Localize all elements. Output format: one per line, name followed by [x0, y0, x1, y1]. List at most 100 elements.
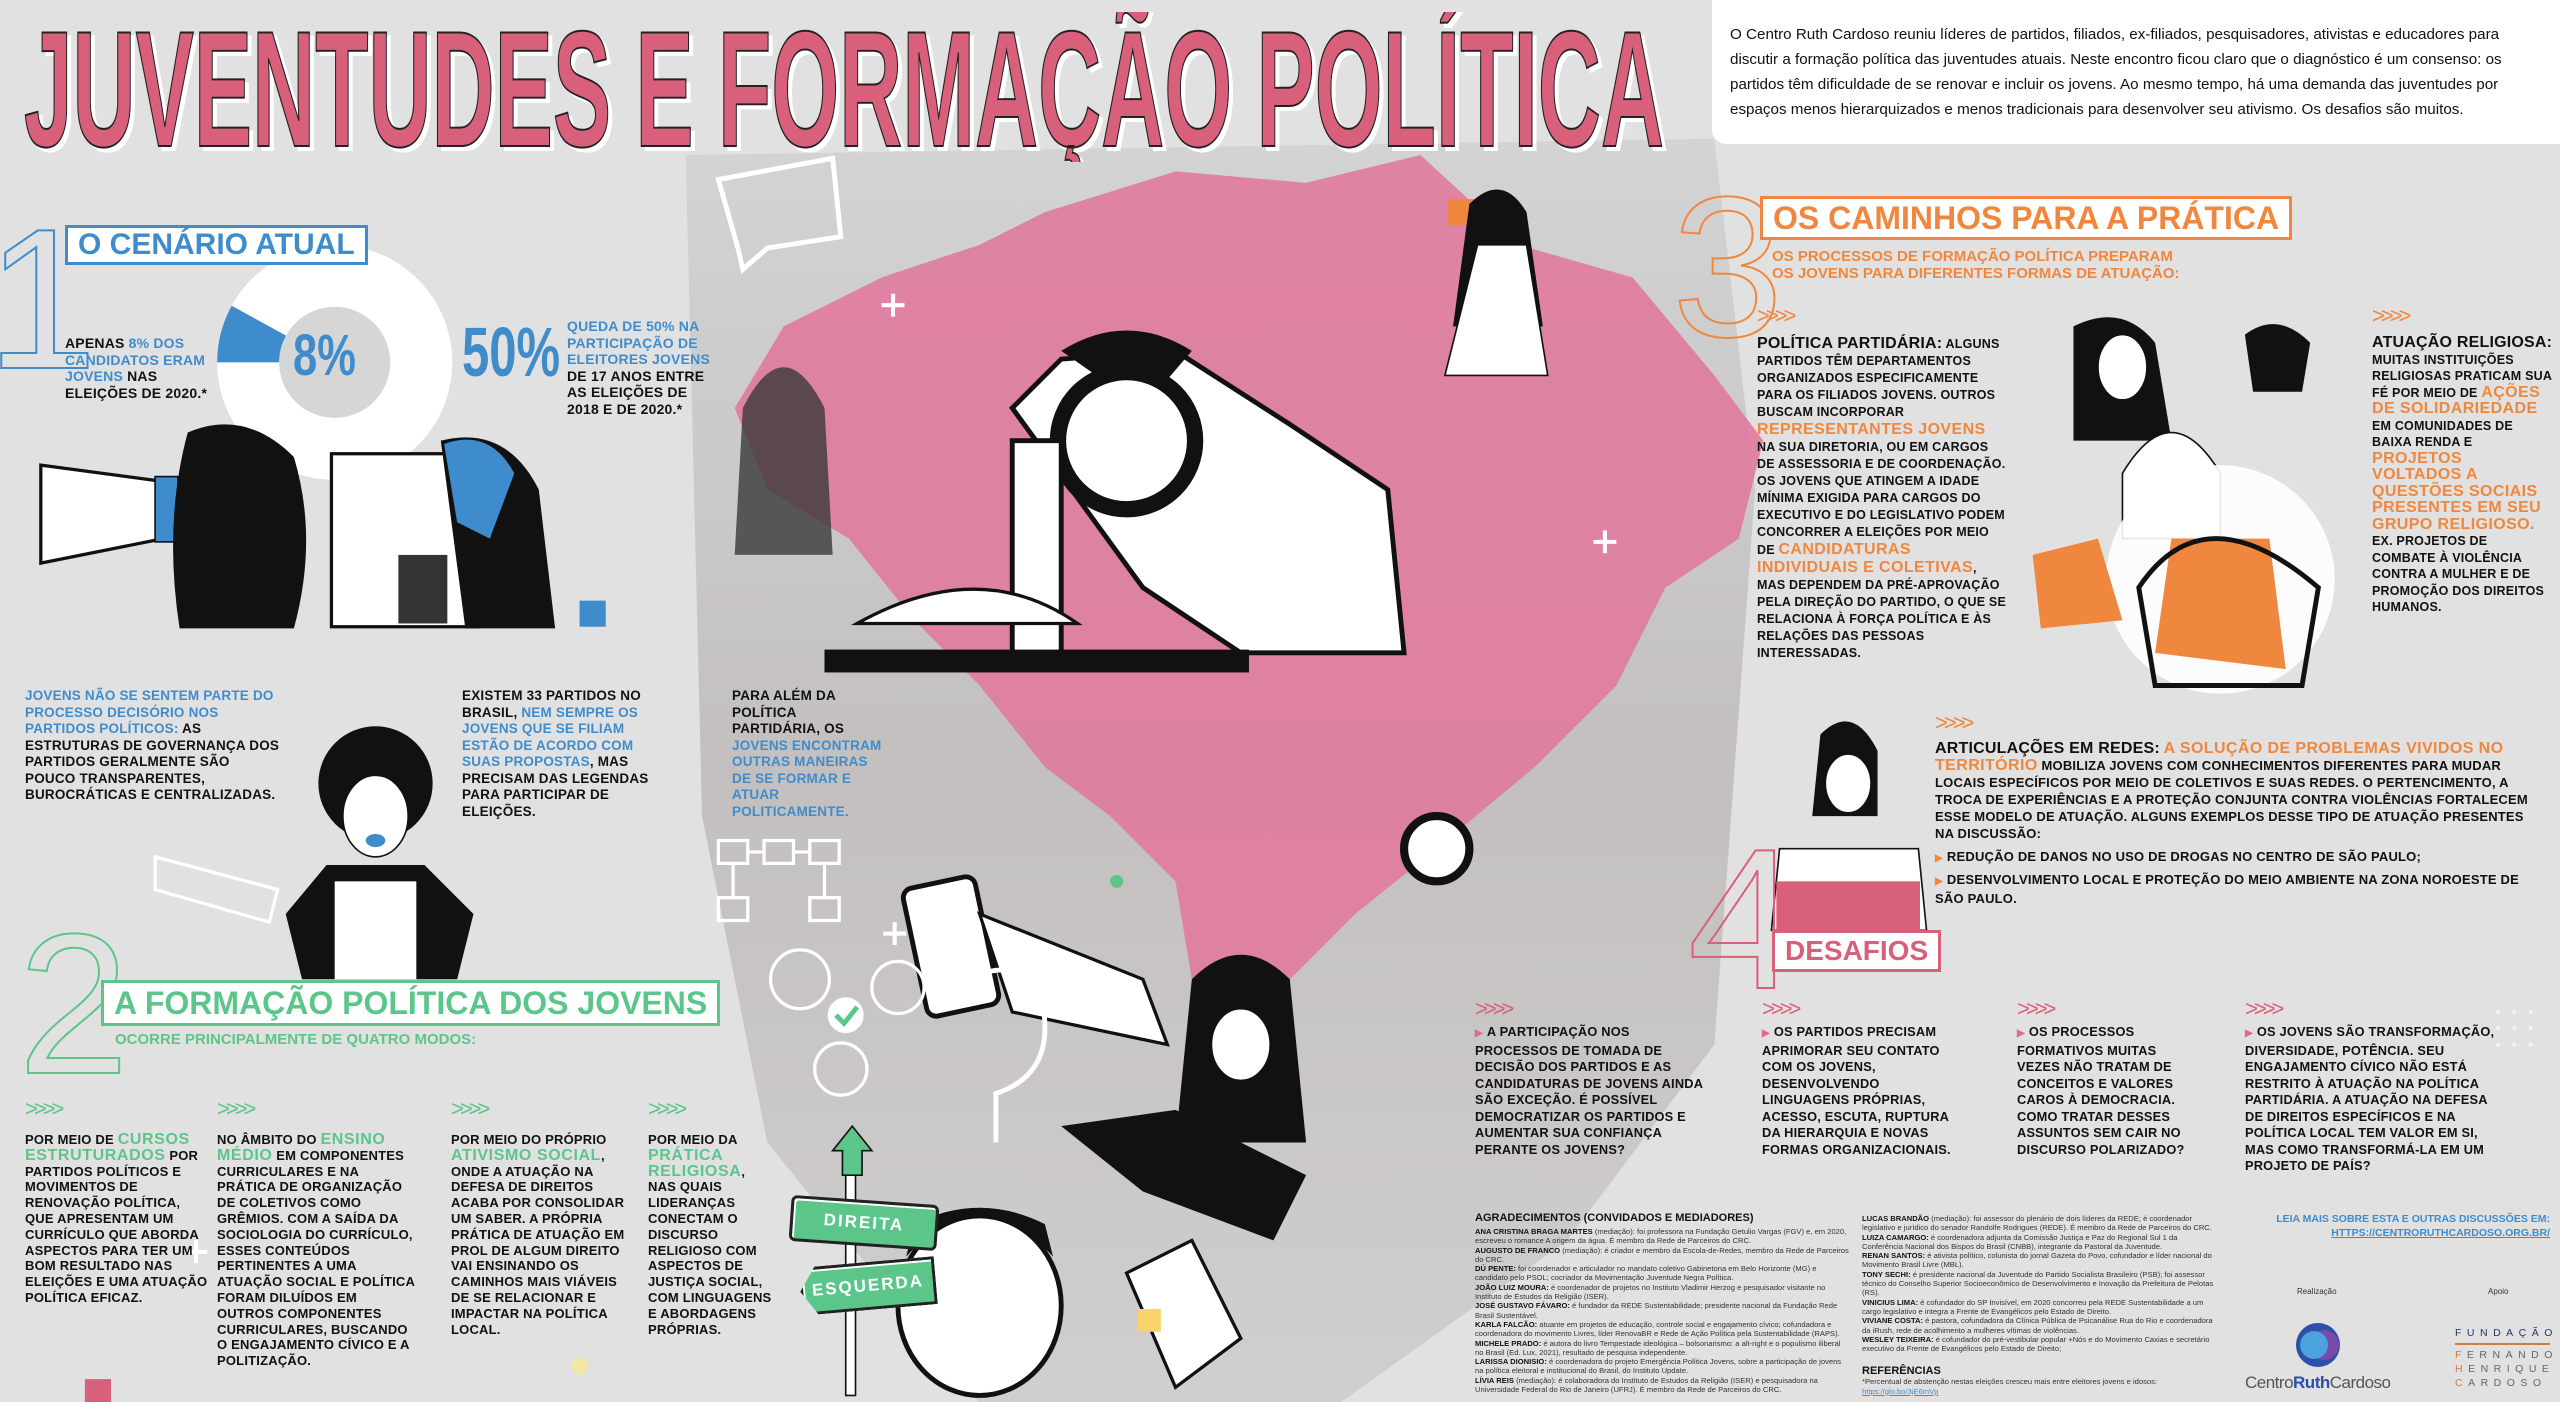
person-description: é pastora, cofundadora da Clínica Públic…: [1862, 1316, 2213, 1335]
page-title: JUVENTUDES E FORMAÇÃO POLÍTICA: [23, 12, 1665, 162]
blue-square-decoration: [579, 600, 606, 627]
highlighted-text: REPRESENTANTES JOVENS: [1757, 421, 1986, 438]
challenge-text: OS PROCESSOS FORMATIVOS MUITAS VEZES NÃO…: [2017, 1024, 2192, 1158]
path-text: ATUAÇÃO RELIGIOSA: MUITAS INSTITUIÇÕES R…: [2372, 334, 2554, 616]
chevrons-icon: >>>>: [1762, 996, 1801, 1021]
person-description: foi coordenador e articulador no mandato…: [1475, 1264, 1817, 1283]
stat-50-percent-big: 50%: [462, 313, 561, 391]
read-more-link[interactable]: HTTPS://CENTRORUTHCARDOSO.ORG.BR/: [2331, 1227, 2550, 1239]
path-networks: >>>> ARTICULAÇÕES EM REDES: A SOLUÇÃO DE…: [1935, 712, 2545, 907]
person-description: é coordenadora adjunta da Comissão Justi…: [1862, 1232, 2178, 1251]
read-more: LEIA MAIS SOBRE ESTA E OUTRAS DISCUSSÕES…: [2276, 1212, 2550, 1240]
dancers-illustration: [1061, 811, 1474, 1390]
apoio-label: Apoio: [2488, 1287, 2509, 1296]
challenge-text: A PARTICIPAÇÃO NOS PROCESSOS DE TOMADA D…: [1475, 1024, 1715, 1158]
mode-religious: >>>> POR MEIO DA PRÁTICA RELIGIOSA, NAS …: [648, 1098, 776, 1337]
text-segment: PARA ALÉM DA POLÍTICA PARTIDÁRIA, OS: [732, 688, 845, 736]
text-segment: MUITAS INSTITUIÇÕES RELIGIOSAS PRATICAM …: [2372, 352, 2552, 400]
section-4-heading: DESAFIOS: [1772, 930, 1942, 972]
megaphone-illustration: [39, 424, 307, 629]
person-name: MICHELE PRADO:: [1475, 1338, 1542, 1348]
acknowledgment-entry: LUIZA CAMARGO: é coordenadora adjunta da…: [1862, 1233, 2217, 1252]
highlighted-text: AÇÕES DE SOLIDARIEDADE: [2372, 383, 2541, 417]
fhc-logo-line: FERNANDO: [2455, 1349, 2558, 1361]
donut-hole: [279, 306, 391, 418]
lead-text: ARTICULAÇÕES EM REDES:: [1935, 740, 2160, 757]
person-name: ANA CRISTINA BRAGA MARTES: [1475, 1227, 1593, 1236]
person-description: é cofundador do pré-vestibular popular +…: [1862, 1334, 2210, 1354]
mode-courses: >>>> POR MEIO DE CURSOS ESTRUTURADOS POR…: [25, 1098, 210, 1306]
text-segment: POR MEIO DA: [648, 1132, 738, 1147]
text-segment: , MAS PRECISAM DAS LEGENDAS PARA PARTICI…: [462, 754, 649, 819]
text-segment: NA SUA DIRETORIA, OU EM CARGOS DE ASSESS…: [1757, 440, 2006, 557]
chat-bubbles-decoration: [768, 948, 1048, 1143]
standing-woman-illustration: [1443, 189, 1549, 377]
pink-square-decoration: [84, 1379, 112, 1402]
chevrons-icon: >>>>: [1935, 710, 1974, 735]
stat-young-voters: QUEDA DE 50% NA PARTICIPAÇÃO DE ELEITORE…: [567, 318, 717, 417]
person-name: JOSÉ GUSTAVO FÁVARO:: [1475, 1301, 1570, 1311]
lead-text: ATUAÇÃO RELIGIOSA:: [2372, 334, 2553, 351]
person-description: (mediação): foi assessor do plenário de …: [1862, 1214, 2212, 1233]
note-decision-process: JOVENS NÃO SE SENTEM PARTE DO PROCESSO D…: [25, 688, 280, 804]
text-segment: NAS ELEIÇÕES DE 2020.*: [65, 368, 208, 401]
section-3-subheading: OS PROCESSOS DE FORMAÇÃO POLÍTICA PREPAR…: [1772, 248, 2180, 282]
person-description: é coordenadora do projeto Emergência Pol…: [1475, 1357, 1842, 1376]
phone-hand-illustration: [900, 874, 1170, 1047]
text-segment: , MAS DEPENDEM DA PRÉ-APROVAÇÃO PELA DIR…: [1757, 561, 2006, 660]
person-description: é cofundador do SP Invisível, em 2020 co…: [1862, 1297, 2204, 1316]
highlighted-text: JOVENS NÃO SE SENTEM PARTE DO PROCESSO D…: [25, 688, 274, 736]
text-segment: APENAS: [65, 335, 129, 351]
fhc-logo-line: FUNDAÇÃO: [2455, 1326, 2552, 1345]
centro-ruth-cardoso-logo: CentroRuthCardoso: [2245, 1322, 2391, 1393]
highlighted-text: A SOLUÇÃO DE PROBLEMAS VIVIDOS NO TERRIT…: [1935, 740, 2504, 774]
network-example: DESENVOLVIMENTO LOCAL E PROTEÇÃO DO MEIO…: [1935, 871, 2545, 907]
realizacao-label: Realização: [2297, 1287, 2337, 1296]
stat-young-candidates: APENAS 8% DOS CANDIDATOS ERAM JOVENS NAS…: [65, 335, 215, 401]
challenge-item: >>>> OS PARTIDOS PRECISAM APRIMORAR SEU …: [1762, 998, 1952, 1158]
acknowledgment-entry: TONY SECHI: é presidente nacional da Juv…: [1862, 1270, 2217, 1298]
laptop-woman-illustration: [1770, 721, 1928, 932]
mode-activism: >>>> POR MEIO DO PRÓPRIO ATIVISMO SOCIAL…: [451, 1098, 639, 1337]
text-segment: MOBILIZA JOVENS COM CONHECIMENTOS DIFERE…: [1935, 758, 2528, 841]
path-text: POLÍTICA PARTIDÁRIA: ALGUNS PARTIDOS TÊM…: [1757, 335, 2007, 662]
text-segment: AS ESTRUTURAS DE GOVERNANÇA DOS PARTIDOS…: [25, 721, 280, 802]
reference-link[interactable]: https://glo.bo/3jE6mVp: [1862, 1386, 1939, 1396]
flowchart-decoration: [716, 838, 841, 923]
highlighted-text: ENSINO MÉDIO: [217, 1131, 386, 1164]
person-name: VINICIUS LIMA:: [1862, 1297, 1919, 1307]
text-segment: ALGUNS PARTIDOS TÊM DEPARTAMENTOS ORGANI…: [1757, 337, 2000, 419]
text-segment: , NAS QUAIS LIDERANÇAS CONECTAM O DISCUR…: [648, 1163, 772, 1337]
acknowledgment-entry: JOÃO LUIZ MOURA: é coordenador de projet…: [1475, 1283, 1850, 1302]
acknowledgment-entry: AUGUSTO DE FRANCO (mediação): é criador …: [1475, 1246, 1850, 1265]
path-religious: >>>> ATUAÇÃO RELIGIOSA: MUITAS INSTITUIÇ…: [2372, 305, 2554, 616]
text-segment: EM COMUNIDADES DE BAIXA RENDA E: [2372, 418, 2513, 450]
chevrons-icon: >>>>: [451, 1096, 490, 1121]
chevrons-icon: >>>>: [1757, 303, 1796, 328]
highlighted-text: QUEDA DE 50% NA PARTICIPAÇÃO DE ELEITORE…: [567, 318, 710, 367]
person-description: é coordenador de projetos no Instituto V…: [1475, 1282, 1826, 1302]
person-description: atuante em projetos de educação, control…: [1475, 1319, 1840, 1339]
acknowledgment-entry: JOSÉ GUSTAVO FÁVARO: é fundador da REDE …: [1475, 1301, 1850, 1320]
dotted-pattern-decoration: [2496, 1009, 2533, 1047]
fhc-logo-line: HENRIQUE: [2455, 1363, 2555, 1375]
plus-decorations: [184, 293, 1617, 1264]
person-name: KARLA FALCÃO:: [1475, 1319, 1538, 1329]
text-segment: POR MEIO DO PRÓPRIO: [451, 1132, 607, 1147]
lead-text: POLÍTICA PARTIDÁRIA:: [1757, 335, 1943, 352]
person-description: (mediação): é colaboradora do Instituto …: [1475, 1375, 1818, 1395]
text-segment: NO ÂMBITO DO: [217, 1132, 321, 1147]
text-segment: EXISTEM 33 PARTIDOS NO BRASIL,: [462, 688, 641, 720]
person-name: RENAN SANTOS:: [1862, 1251, 1926, 1261]
path-party-politics: >>>> POLÍTICA PARTIDÁRIA: ALGUNS PARTIDO…: [1757, 305, 2007, 662]
section-3-heading: OS CAMINHOS PARA A PRÁTICA: [1760, 196, 2293, 240]
acknowledgment-entry: LÍVIA REIS (mediação): é colaboradora do…: [1475, 1376, 1850, 1395]
text-segment: EM COMPONENTES CURRICULARES E NA PRÁTICA…: [217, 1147, 415, 1369]
person-description: é ativista político, colunista do jornal…: [1862, 1251, 2212, 1270]
acknowledgment-entry: DÚ PENTE: foi coordenador e articulador …: [1475, 1264, 1850, 1283]
yellow-dot-decoration: [571, 1357, 588, 1375]
person-name: JOÃO LUIZ MOURA:: [1475, 1282, 1549, 1292]
highlighted-text: PRÁTICA RELIGIOSA: [648, 1146, 742, 1180]
references-heading: REFERÊNCIAS: [1862, 1365, 1941, 1378]
mode-text: POR MEIO DA PRÁTICA RELIGIOSA, NAS QUAIS…: [648, 1132, 776, 1337]
